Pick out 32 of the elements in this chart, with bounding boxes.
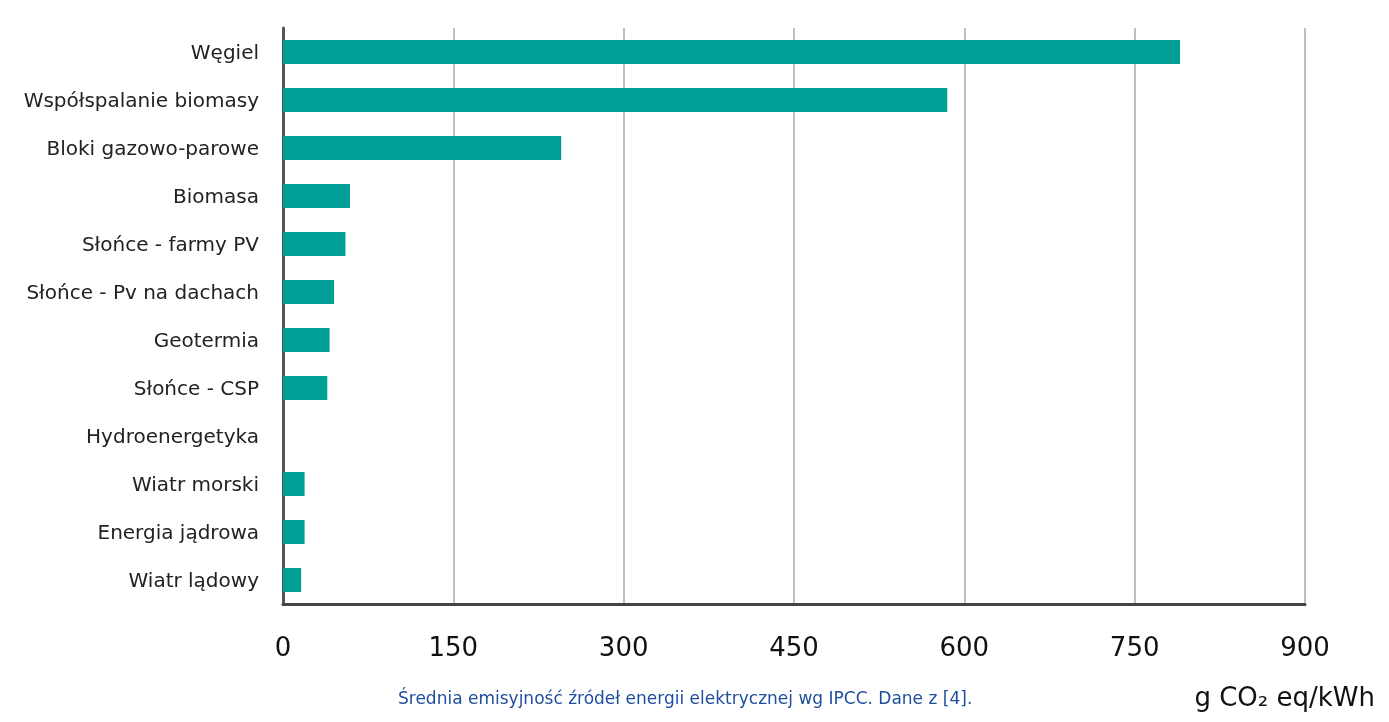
- y-tick-label: Energia jądrowa: [97, 520, 259, 544]
- text: Średnia emisyjność źródeł energii elektrycznej wg IPCC. Dane z [4].: [398, 686, 973, 708]
- bar: [283, 328, 330, 352]
- bar: [283, 88, 948, 112]
- y-tick-label: Geotermia: [153, 328, 259, 352]
- x-tick-label: 0: [274, 632, 292, 662]
- y-tick-label: Biomasa: [173, 184, 259, 208]
- x-tick-label: 750: [1109, 632, 1160, 662]
- x-axis-title: g CO₂ eq/kWh: [1194, 682, 1375, 712]
- bar: [283, 232, 346, 256]
- x-tick-label: 150: [428, 632, 479, 662]
- y-tick-label: Bloki gazowo-parowe: [46, 136, 259, 160]
- y-tick-label: Węgiel: [190, 40, 259, 64]
- y-tick-label: Współspalanie biomasy: [23, 88, 260, 112]
- y-tick-label: Wiatr lądowy: [128, 568, 260, 592]
- bar: [283, 472, 305, 496]
- y-tick-label: Hydroenergetyka: [86, 424, 259, 448]
- y-tick-label: Słońce - Pv na dachach: [26, 280, 259, 304]
- x-tick-label: 450: [769, 632, 819, 662]
- y-tick-label: Wiatr morski: [131, 472, 259, 496]
- bar: [283, 376, 328, 400]
- bar: [283, 280, 335, 304]
- x-tick-label: 600: [939, 632, 990, 662]
- bar: [283, 568, 302, 592]
- y-tick-label: Słońce - farmy PV: [81, 232, 260, 256]
- bar: [283, 136, 562, 160]
- y-tick-label: Słońce - CSP: [133, 376, 259, 400]
- bar: [283, 40, 1181, 64]
- x-tick-label: 900: [1280, 632, 1330, 662]
- x-tick-label: 300: [598, 632, 649, 662]
- bar: [283, 184, 350, 208]
- bar: [283, 520, 305, 544]
